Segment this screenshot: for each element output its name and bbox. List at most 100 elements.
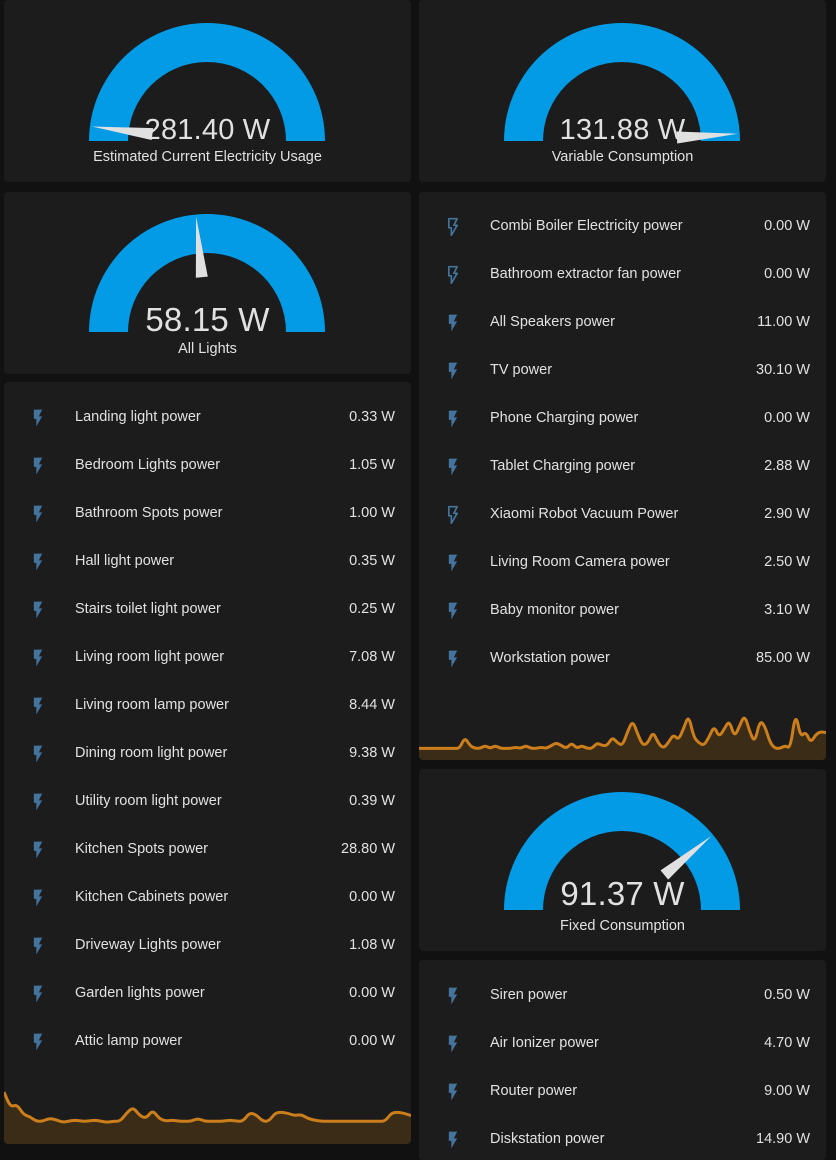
- entity-row[interactable]: Garden lights power 0.00 W: [4, 970, 411, 1018]
- entity-row[interactable]: Stairs toilet light power 0.25 W: [4, 586, 411, 634]
- entity-value: 0.00 W: [349, 1033, 395, 1049]
- gauge-needle: [676, 131, 738, 144]
- entity-name: TV power: [490, 362, 553, 378]
- entity-value: 2.88 W: [764, 458, 810, 474]
- entity-row[interactable]: Attic lamp power 0.00 W: [4, 1018, 411, 1066]
- flash-icon: [448, 410, 458, 428]
- entity-name: Kitchen Cabinets power: [75, 889, 229, 905]
- entity-name: Router power: [490, 1083, 578, 1099]
- entity-value: 2.90 W: [764, 506, 810, 522]
- gauge-arc: [89, 23, 325, 141]
- entity-name: Air Ionizer power: [490, 1035, 599, 1051]
- flash-icon: [33, 553, 43, 571]
- flash-icon: [448, 554, 458, 572]
- entity-row[interactable]: Living Room Camera power 2.50 W: [419, 539, 826, 587]
- flash-icon: [33, 457, 43, 475]
- entity-name: Stairs toilet light power: [75, 601, 221, 617]
- entity-row[interactable]: TV power 30.10 W: [419, 347, 826, 395]
- entity-row[interactable]: Dining room light power 9.38 W: [4, 730, 411, 778]
- entity-row[interactable]: Baby monitor power 3.10 W: [419, 587, 826, 635]
- entity-row[interactable]: Diskstation power 14.90 W: [419, 1116, 826, 1160]
- gauge-dial: [504, 792, 740, 910]
- gauge-value: 58.15 W: [145, 301, 270, 338]
- entity-value: 1.00 W: [349, 505, 395, 521]
- gauge-name: Fixed Consumption: [560, 918, 685, 934]
- entity-name: Landing light power: [75, 409, 201, 425]
- flash-outline-icon: [448, 265, 458, 285]
- flash-icon: [448, 602, 458, 620]
- entity-row[interactable]: Workstation power 85.00 W: [419, 635, 826, 683]
- entity-row[interactable]: Bedroom Lights power 1.05 W: [4, 442, 411, 490]
- entity-name: Living room light power: [75, 649, 225, 665]
- sparkline-line: [419, 716, 826, 750]
- gauge-value: 131.88 W: [559, 114, 686, 146]
- entity-row[interactable]: Xiaomi Robot Vacuum Power 2.90 W: [419, 491, 826, 539]
- gauge-card-estimated[interactable]: 281.40 W Estimated Current Electricity U…: [4, 0, 411, 182]
- gauge-card-variable[interactable]: 131.88 W Variable Consumption: [419, 0, 826, 182]
- sparkline-lights: [4, 1091, 411, 1144]
- entity-name: Driveway Lights power: [75, 937, 221, 953]
- gauge-dial: [89, 214, 325, 332]
- entity-name: Xiaomi Robot Vacuum Power: [490, 506, 679, 522]
- entity-name: Siren power: [490, 987, 568, 1003]
- flash-icon: [33, 601, 43, 619]
- gauge-needle: [195, 216, 208, 278]
- gauge-name: Estimated Current Electricity Usage: [93, 149, 322, 165]
- entity-row[interactable]: Phone Charging power 0.00 W: [419, 395, 826, 443]
- entity-row[interactable]: Siren power 0.50 W: [419, 972, 826, 1020]
- entity-name: Attic lamp power: [75, 1033, 183, 1049]
- entity-value: 85.00 W: [756, 650, 810, 666]
- entity-row[interactable]: Living room lamp power 8.44 W: [4, 682, 411, 730]
- entity-value: 1.08 W: [349, 937, 395, 953]
- sparkline-area: [4, 1092, 411, 1144]
- entity-row[interactable]: Router power 9.00 W: [419, 1068, 826, 1116]
- entity-row[interactable]: Bathroom Spots power 1.00 W: [4, 490, 411, 538]
- entities-card-lights: Landing light power 0.33 W Bedroom Lights …: [4, 382, 411, 1144]
- entity-name: Hall light power: [75, 553, 175, 569]
- entity-row[interactable]: Driveway Lights power 1.08 W: [4, 922, 411, 970]
- entity-value: 0.50 W: [764, 987, 810, 1003]
- entity-name: Kitchen Spots power: [75, 841, 208, 857]
- flash-outline-icon: [448, 217, 458, 237]
- flash-icon: [33, 1033, 43, 1051]
- entity-row[interactable]: Landing light power 0.33 W: [4, 394, 411, 442]
- gauge-arc: [504, 23, 740, 141]
- entity-value: 28.80 W: [341, 841, 395, 857]
- entity-name: Bathroom extractor fan power: [490, 266, 682, 282]
- entity-row[interactable]: Hall light power 0.35 W: [4, 538, 411, 586]
- entity-name: Phone Charging power: [490, 410, 639, 426]
- gauge-value: 91.37 W: [560, 875, 685, 912]
- entity-row[interactable]: Tablet Charging power 2.88 W: [419, 443, 826, 491]
- gauge-arc: [504, 792, 740, 910]
- entity-name: Combi Boiler Electricity power: [490, 218, 683, 234]
- entity-row[interactable]: Combi Boiler Electricity power 0.00 W: [419, 203, 826, 251]
- entity-name: All Speakers power: [490, 314, 615, 330]
- entity-name: Utility room light power: [75, 793, 222, 809]
- entity-value: 0.00 W: [764, 410, 810, 426]
- gauge-card-fixed[interactable]: 91.37 W Fixed Consumption: [419, 769, 826, 951]
- entity-value: 1.05 W: [349, 457, 395, 473]
- entity-row[interactable]: Kitchen Spots power 28.80 W: [4, 826, 411, 874]
- flash-icon: [448, 1035, 458, 1053]
- entity-value: 14.90 W: [756, 1131, 810, 1147]
- entity-row[interactable]: Living room light power 7.08 W: [4, 634, 411, 682]
- entity-value: 0.25 W: [349, 601, 395, 617]
- flash-icon: [33, 649, 43, 667]
- flash-icon: [33, 505, 43, 523]
- entity-value: 4.70 W: [764, 1035, 810, 1051]
- entity-row[interactable]: Air Ionizer power 4.70 W: [419, 1020, 826, 1068]
- gauge-card-lights[interactable]: 58.15 W All Lights: [4, 192, 411, 374]
- gauge-dial: [504, 23, 740, 144]
- entity-name: Living room lamp power: [75, 697, 229, 713]
- entity-row[interactable]: Utility room light power 0.39 W: [4, 778, 411, 826]
- entity-row[interactable]: Kitchen Cabinets power 0.00 W: [4, 874, 411, 922]
- entity-row[interactable]: Bathroom extractor fan power 0.00 W: [419, 251, 826, 299]
- gauge-needle: [660, 836, 712, 880]
- entity-row[interactable]: All Speakers power 11.00 W: [419, 299, 826, 347]
- entity-value: 0.00 W: [349, 985, 395, 1001]
- flash-icon: [448, 1131, 458, 1149]
- entity-value: 30.10 W: [756, 362, 810, 378]
- entity-value: 0.39 W: [349, 793, 395, 809]
- entity-value: 11.00 W: [757, 314, 810, 330]
- entity-name: Bathroom Spots power: [75, 505, 223, 521]
